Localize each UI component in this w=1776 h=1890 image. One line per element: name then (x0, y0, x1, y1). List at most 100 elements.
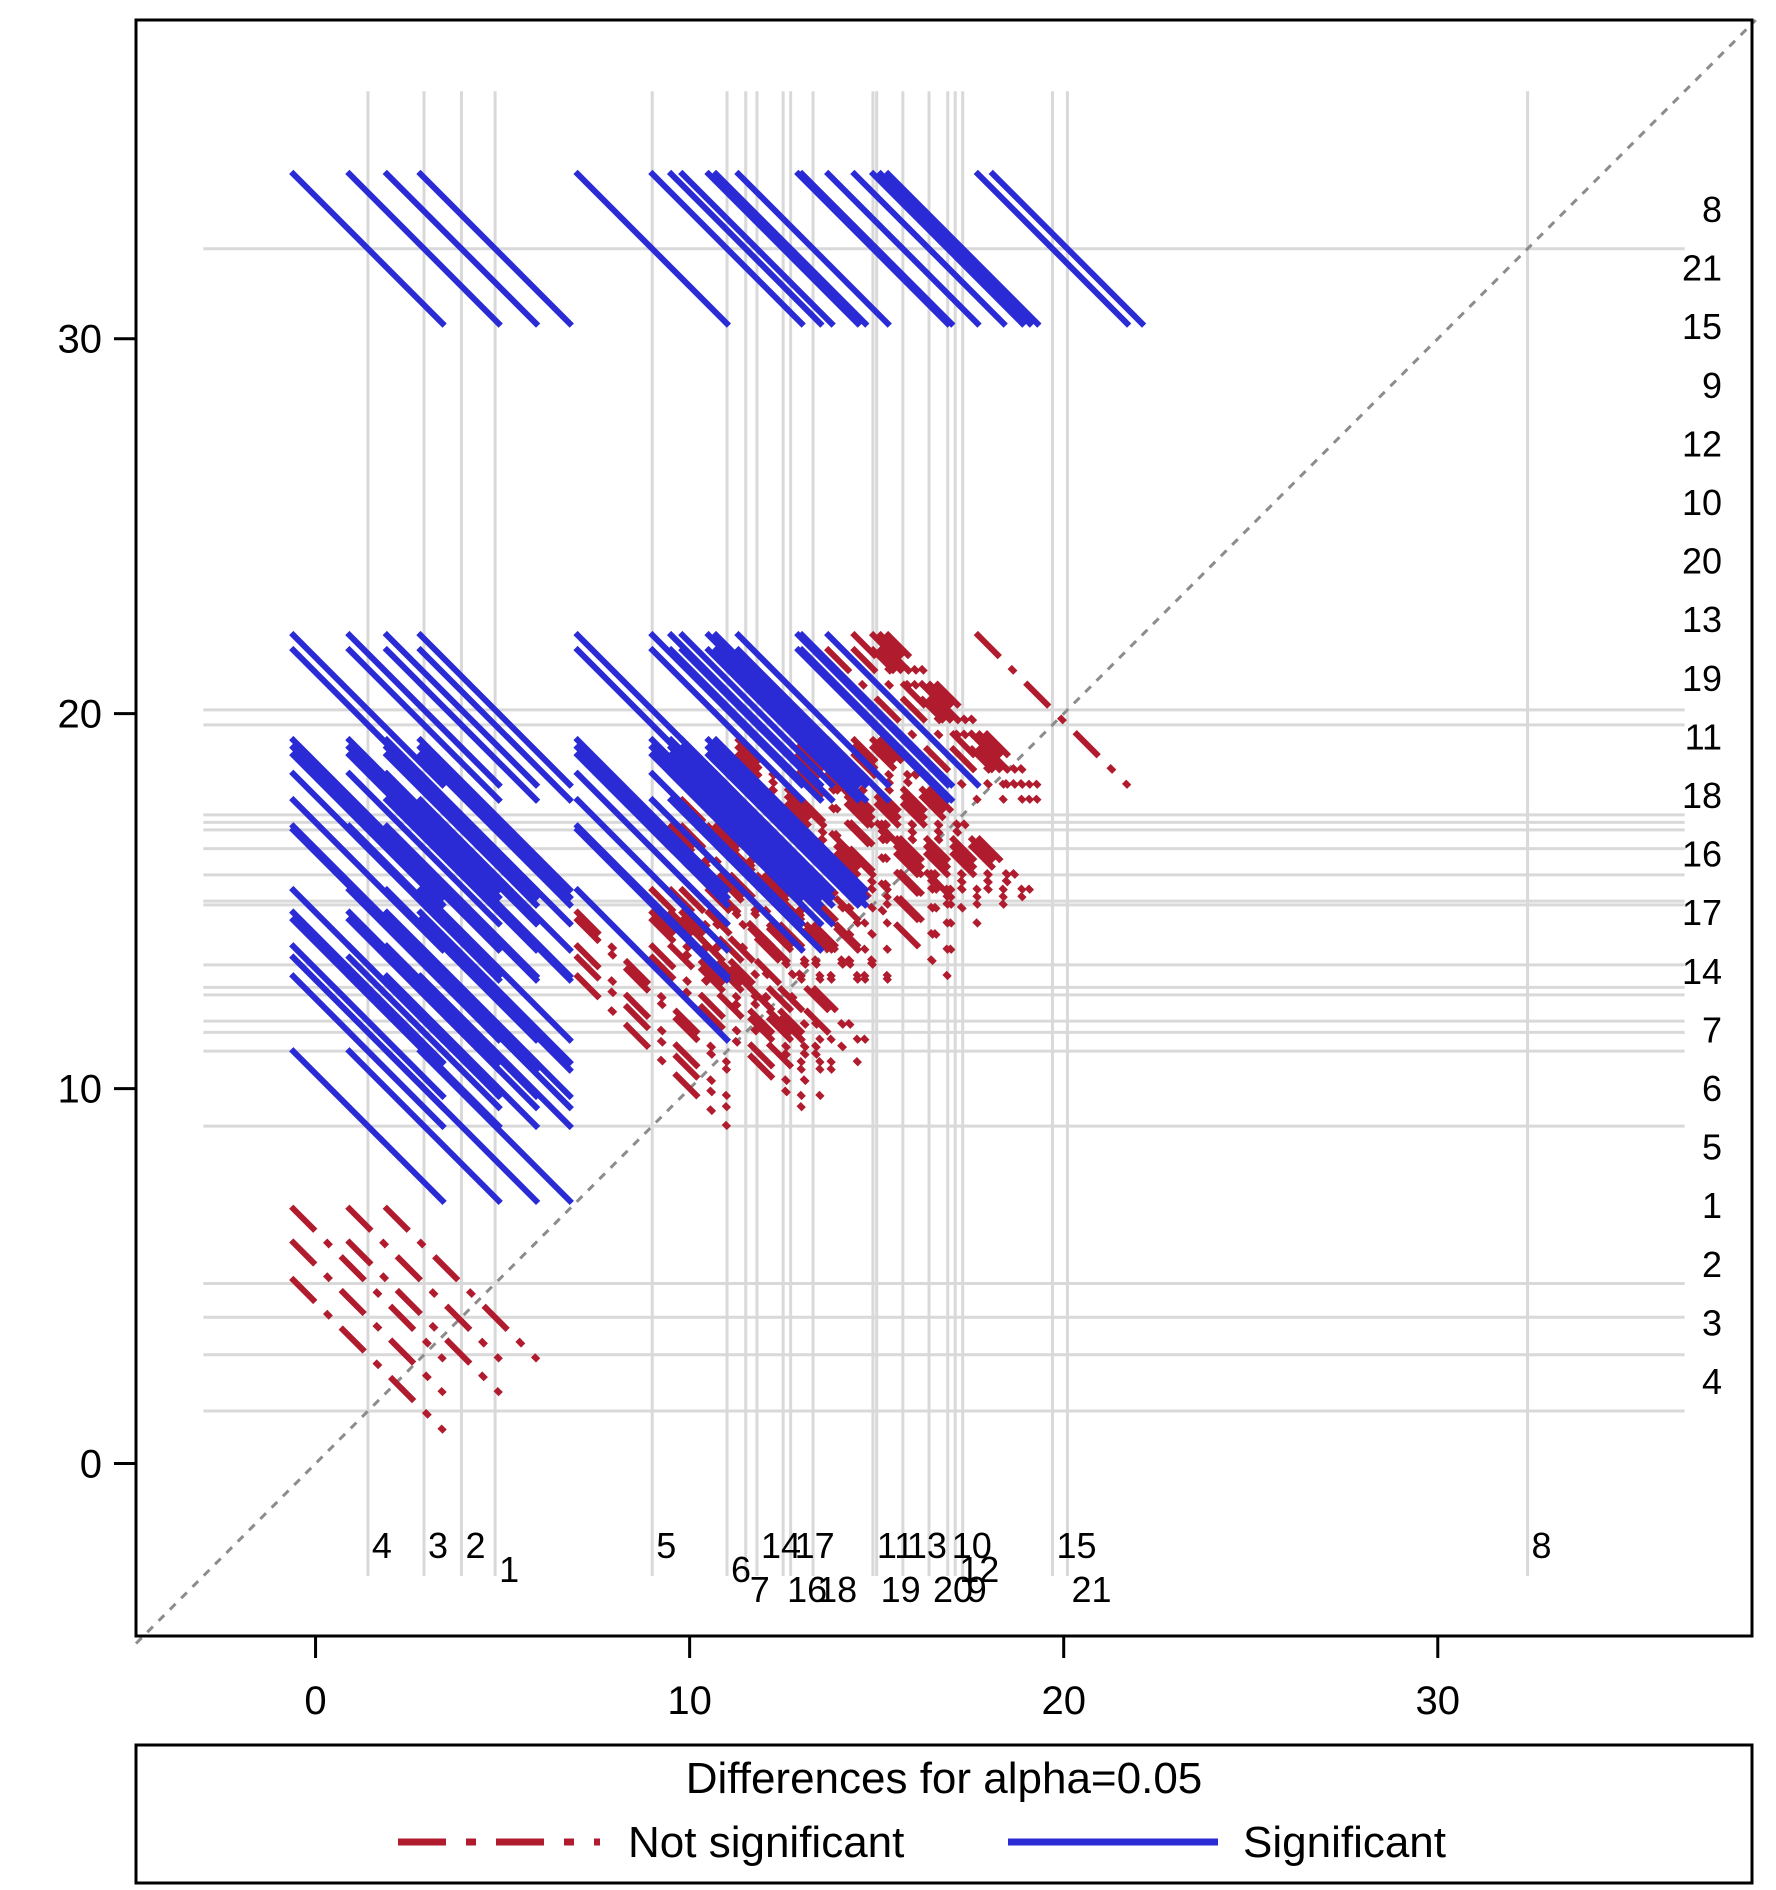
x-tick-label-20: 20 (1041, 1679, 1086, 1723)
segment-5-vs-9 (573, 735, 732, 894)
segment-8-vs-10 (868, 169, 1027, 328)
segment-4-vs-17 (289, 908, 447, 1067)
segment-5-vs-18 (573, 885, 732, 1044)
y-mean-label-6: 6 (1702, 1068, 1722, 1109)
y-axis: 0 10 20 30 (58, 318, 136, 1487)
segment-6-vs-13 (648, 795, 806, 954)
segment-12-vs-17 (711, 743, 870, 902)
segment-7-vs-10 (666, 750, 825, 909)
segment-6-vs-15 (648, 645, 806, 804)
segment-2-vs-13 (382, 795, 541, 954)
segment-3-vs-10 (345, 750, 503, 909)
legend-label-not-significant: Not significant (628, 1818, 904, 1867)
segment-1-vs-18 (416, 885, 574, 1044)
segment-3-vs-12 (345, 743, 503, 902)
y-tick-label-10: 10 (58, 1068, 103, 1112)
y-mean-label-4: 4 (1702, 1361, 1722, 1402)
segment-5-vs-19 (573, 822, 732, 981)
diagonal-line (134, 18, 1757, 1645)
y-mean-label-20: 20 (1682, 541, 1722, 582)
segment-2-vs-21 (382, 630, 541, 789)
segment-16-vs-21 (704, 630, 862, 789)
legend-title: Differences for alpha=0.05 (686, 1754, 1203, 1803)
y-tick-label-0: 0 (80, 1443, 102, 1487)
y-mean-label-16: 16 (1682, 834, 1722, 875)
y-mean-label-12: 12 (1682, 423, 1722, 464)
segment-4-vs-18 (289, 885, 447, 1044)
segment-14-vs-15 (678, 645, 836, 804)
y-mean-label-1: 1 (1702, 1185, 1722, 1226)
segment-15-vs-16 (704, 645, 862, 804)
legend-frame (134, 1743, 1754, 1885)
x-mean-label-6: 6 (731, 1549, 751, 1590)
segment-8-vs-14 (678, 169, 836, 328)
x-mean-label-9: 9 (967, 1569, 987, 1610)
segment-1-vs-12 (416, 743, 574, 902)
segment-2-vs-15 (382, 645, 541, 804)
x-mean-label-1: 1 (499, 1549, 519, 1590)
x-mean-label-19: 19 (881, 1569, 921, 1610)
segment-17-vs-21 (711, 630, 870, 789)
segment-14-vs-21 (678, 630, 836, 789)
segment-1-vs-10 (416, 750, 574, 909)
x-tick-label-30: 30 (1416, 1679, 1461, 1723)
segment-5-vs-8 (573, 169, 732, 328)
x-mean-label-18: 18 (817, 1569, 857, 1610)
segment-4-vs-19 (289, 822, 447, 981)
x-mean-label-4: 4 (372, 1525, 392, 1566)
segment-12-vs-16 (704, 743, 862, 902)
segment-3-vs-16 (345, 915, 503, 1074)
segment-7-vs-20 (666, 769, 825, 928)
segment-13-vs-21 (824, 630, 982, 789)
segment-8-vs-19 (797, 169, 956, 328)
y-mean-label-8: 8 (1702, 189, 1722, 230)
segment-8-vs-20 (850, 169, 1008, 328)
segment-4-vs-12 (289, 743, 447, 902)
segment-5-vs-20 (573, 769, 732, 928)
y-mean-label-11: 11 (1685, 716, 1722, 757)
segment-4-vs-8 (289, 169, 447, 328)
segment-9-vs-14 (678, 735, 836, 894)
segment-3-vs-17 (345, 908, 503, 1067)
segment-3-vs-9 (345, 735, 503, 894)
segment-2-vs-6 (382, 972, 541, 1131)
segment-4-vs-16 (289, 915, 447, 1074)
y-mean-label-18: 18 (1682, 775, 1722, 816)
y-tick-label-30: 30 (58, 318, 103, 362)
segment-1-vs-8 (416, 169, 574, 328)
segment-4-vs-20 (289, 769, 447, 928)
x-axis: 0 10 20 30 (304, 1636, 1460, 1723)
x-mean-label-21: 21 (1071, 1569, 1111, 1610)
x-mean-label-7: 7 (750, 1569, 770, 1610)
segment-3-vs-20 (345, 769, 503, 928)
x-mean-label-11: 11 (877, 1525, 914, 1566)
x-mean-label-2: 2 (465, 1525, 485, 1566)
segment-4-vs-10 (289, 750, 447, 909)
segment-4-vs-7 (289, 953, 447, 1112)
segment-7-vs-8 (666, 169, 825, 328)
segment-5-vs-12 (573, 743, 732, 902)
x-mean-label-3: 3 (428, 1525, 448, 1566)
segment-10-vs-16 (704, 750, 862, 909)
segment-4-vs-9 (289, 735, 447, 894)
segment-7-vs-13 (666, 795, 825, 954)
segment-1-vs-21 (416, 630, 574, 789)
y-mean-label-7: 7 (1702, 1009, 1722, 1050)
segment-8-vs-17 (711, 169, 870, 328)
segment-10-vs-14 (678, 750, 836, 909)
x-mean-label-14: 14 (761, 1525, 801, 1566)
y-mean-label-13: 13 (1682, 599, 1722, 640)
x-mean-label-13: 13 (907, 1525, 947, 1566)
y-tick-label-20: 20 (58, 693, 103, 737)
segment-15-vs-18 (734, 645, 892, 804)
segment-15-vs-19 (797, 645, 956, 804)
diagonal-reference-line (134, 18, 1757, 1645)
segment-8-vs-12 (876, 169, 1035, 328)
segment-4-vs-13 (289, 795, 447, 954)
segment-8-vs-21 (988, 169, 1147, 328)
segment-2-vs-8 (382, 169, 541, 328)
segment-19-vs-21 (797, 630, 956, 789)
segment-4-vs-21 (289, 630, 447, 789)
segment-12-vs-14 (678, 743, 836, 902)
